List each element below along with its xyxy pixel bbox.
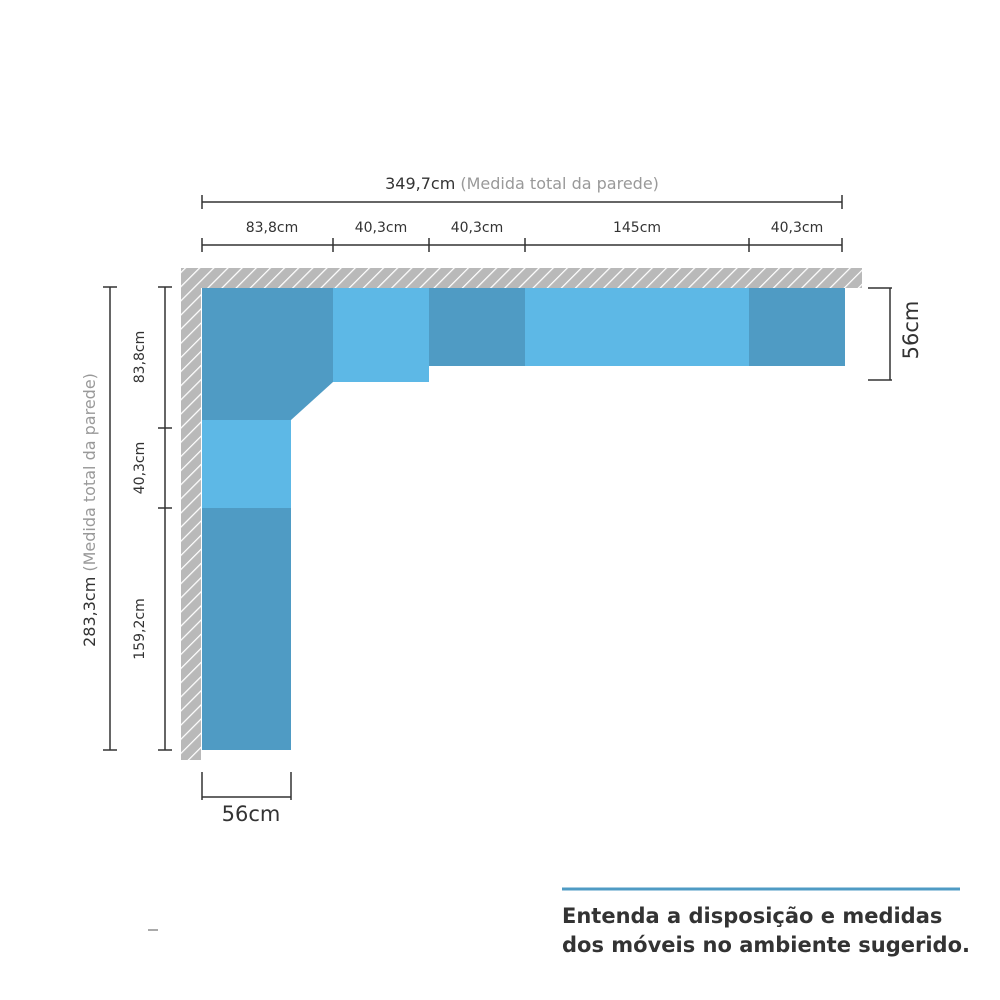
segment-label: 83,8cm (132, 331, 148, 384)
left-wall (181, 268, 201, 760)
depth-label: 56cm (899, 301, 923, 360)
segment-label: 159,2cm (132, 598, 148, 659)
total-note: (Medida total da parede) (80, 373, 99, 572)
segment-label: 40,3cm (355, 220, 408, 236)
module (525, 288, 749, 366)
module (333, 288, 429, 382)
caption-line: dos móveis no ambiente sugerido. (562, 933, 970, 957)
segment-label: 40,3cm (451, 220, 504, 236)
total-value: 349,7cm (385, 174, 455, 193)
total-value: 283,3cm (80, 577, 99, 647)
segment-label: 83,8cm (246, 220, 299, 236)
total-height-label: 283,3cm (Medida total da parede) (80, 373, 99, 647)
total-width-label: 349,7cm (Medida total da parede) (385, 174, 659, 193)
module (429, 288, 525, 366)
caption-line: Entenda a disposição e medidas (562, 904, 942, 928)
module (749, 288, 845, 366)
top-wall (181, 268, 862, 288)
depth-label: 56cm (222, 802, 281, 826)
dimension-line (103, 195, 892, 800)
module (202, 508, 291, 750)
segment-label: 40,3cm (771, 220, 824, 236)
total-note: (Medida total da parede) (460, 174, 659, 193)
segment-label: 40,3cm (132, 442, 148, 495)
segment-label: 145cm (613, 220, 661, 236)
module (202, 420, 291, 508)
corner-module (202, 288, 333, 420)
